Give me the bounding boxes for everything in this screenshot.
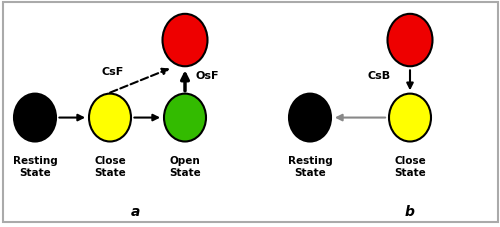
Ellipse shape	[89, 94, 131, 142]
Ellipse shape	[389, 94, 431, 142]
Text: Resting
State: Resting State	[288, 155, 333, 177]
Ellipse shape	[162, 15, 208, 67]
Ellipse shape	[164, 94, 206, 142]
Text: Open
State: Open State	[169, 155, 201, 177]
Text: Inactive  State: Inactive State	[142, 0, 228, 1]
Text: CsB: CsB	[368, 71, 390, 81]
Text: a: a	[130, 204, 140, 218]
Text: b: b	[405, 204, 415, 218]
Text: OsF: OsF	[196, 71, 219, 81]
Ellipse shape	[289, 94, 331, 142]
Text: Inactive  State: Inactive State	[367, 0, 453, 1]
FancyBboxPatch shape	[2, 3, 498, 222]
Text: Close
State: Close State	[94, 155, 126, 177]
Text: CsF: CsF	[102, 67, 124, 76]
Text: Close
State: Close State	[394, 155, 426, 177]
Ellipse shape	[14, 94, 56, 142]
Text: Resting
State: Resting State	[12, 155, 58, 177]
Ellipse shape	[388, 15, 432, 67]
